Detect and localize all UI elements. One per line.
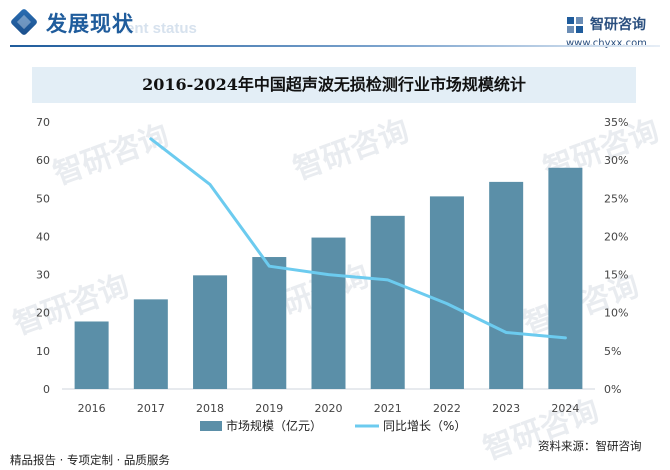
y-left-tick-label: 60 [36, 154, 50, 167]
bar [489, 181, 524, 389]
x-tick-label: 2019 [255, 402, 283, 415]
brand-logo: 智研咨询 www.chyxx.com [566, 14, 666, 54]
y-right-tick-label: 30% [604, 154, 628, 167]
header-divider [10, 45, 660, 47]
x-tick-label: 2016 [78, 402, 106, 415]
footer-source: 资料来源：智研咨询 [538, 439, 642, 453]
growth-line [149, 137, 567, 340]
chart-title: 2016-2024年中国超声波无损检测行业市场规模统计 [142, 75, 526, 94]
y-right-tick-label: 0% [604, 383, 621, 396]
x-tick-label: 2024 [551, 402, 579, 415]
x-tick-label: 2020 [315, 402, 343, 415]
x-tick-label: 2023 [492, 402, 520, 415]
x-tick-label: 2018 [196, 402, 224, 415]
footer-tagline: 精品报告 · 专项定制 · 品质服务 [10, 453, 170, 467]
bar [252, 257, 287, 389]
y-left-tick-label: 10 [36, 345, 50, 358]
logo-url: www.chyxx.com [566, 38, 647, 49]
y-left-tick-label: 0 [43, 383, 50, 396]
x-tick-label: 2017 [137, 402, 165, 415]
y-right-tick-label: 10% [604, 307, 628, 320]
legend-label-bar: 市场规模（亿元） [226, 418, 322, 433]
bar [370, 215, 405, 389]
y-left-tick-label: 70 [36, 116, 50, 129]
y-right-tick-label: 20% [604, 230, 628, 243]
bar [429, 196, 464, 389]
y-right-tick-label: 25% [604, 192, 628, 205]
y-left-tick-label: 30 [36, 269, 50, 282]
logo-mark-icon [567, 17, 583, 33]
section-subtitle: ent status [126, 20, 197, 37]
bar [74, 321, 109, 389]
bar [311, 237, 346, 389]
section-title: 发展现状 [46, 11, 134, 36]
x-tick-label: 2021 [374, 402, 402, 415]
y-right-tick-label: 15% [604, 269, 628, 282]
section-header: ent status 发展现状 智研咨询 www.chyxx.com [0, 0, 670, 50]
x-tick-label: 2022 [433, 402, 461, 415]
y-right-tick-label: 5% [604, 345, 621, 358]
y-left-tick-label: 50 [36, 192, 50, 205]
logo-name: 智研咨询 [590, 17, 646, 33]
y-left-tick-label: 40 [36, 230, 50, 243]
bar [133, 299, 168, 389]
y-right-tick-label: 35% [604, 116, 628, 129]
y-left-tick-label: 20 [36, 307, 50, 320]
bar [548, 167, 583, 389]
legend-swatch-bar [200, 421, 222, 431]
bar [193, 275, 228, 389]
chart-title-band [32, 67, 636, 103]
legend-label-line: 同比增长（%） [383, 419, 466, 433]
